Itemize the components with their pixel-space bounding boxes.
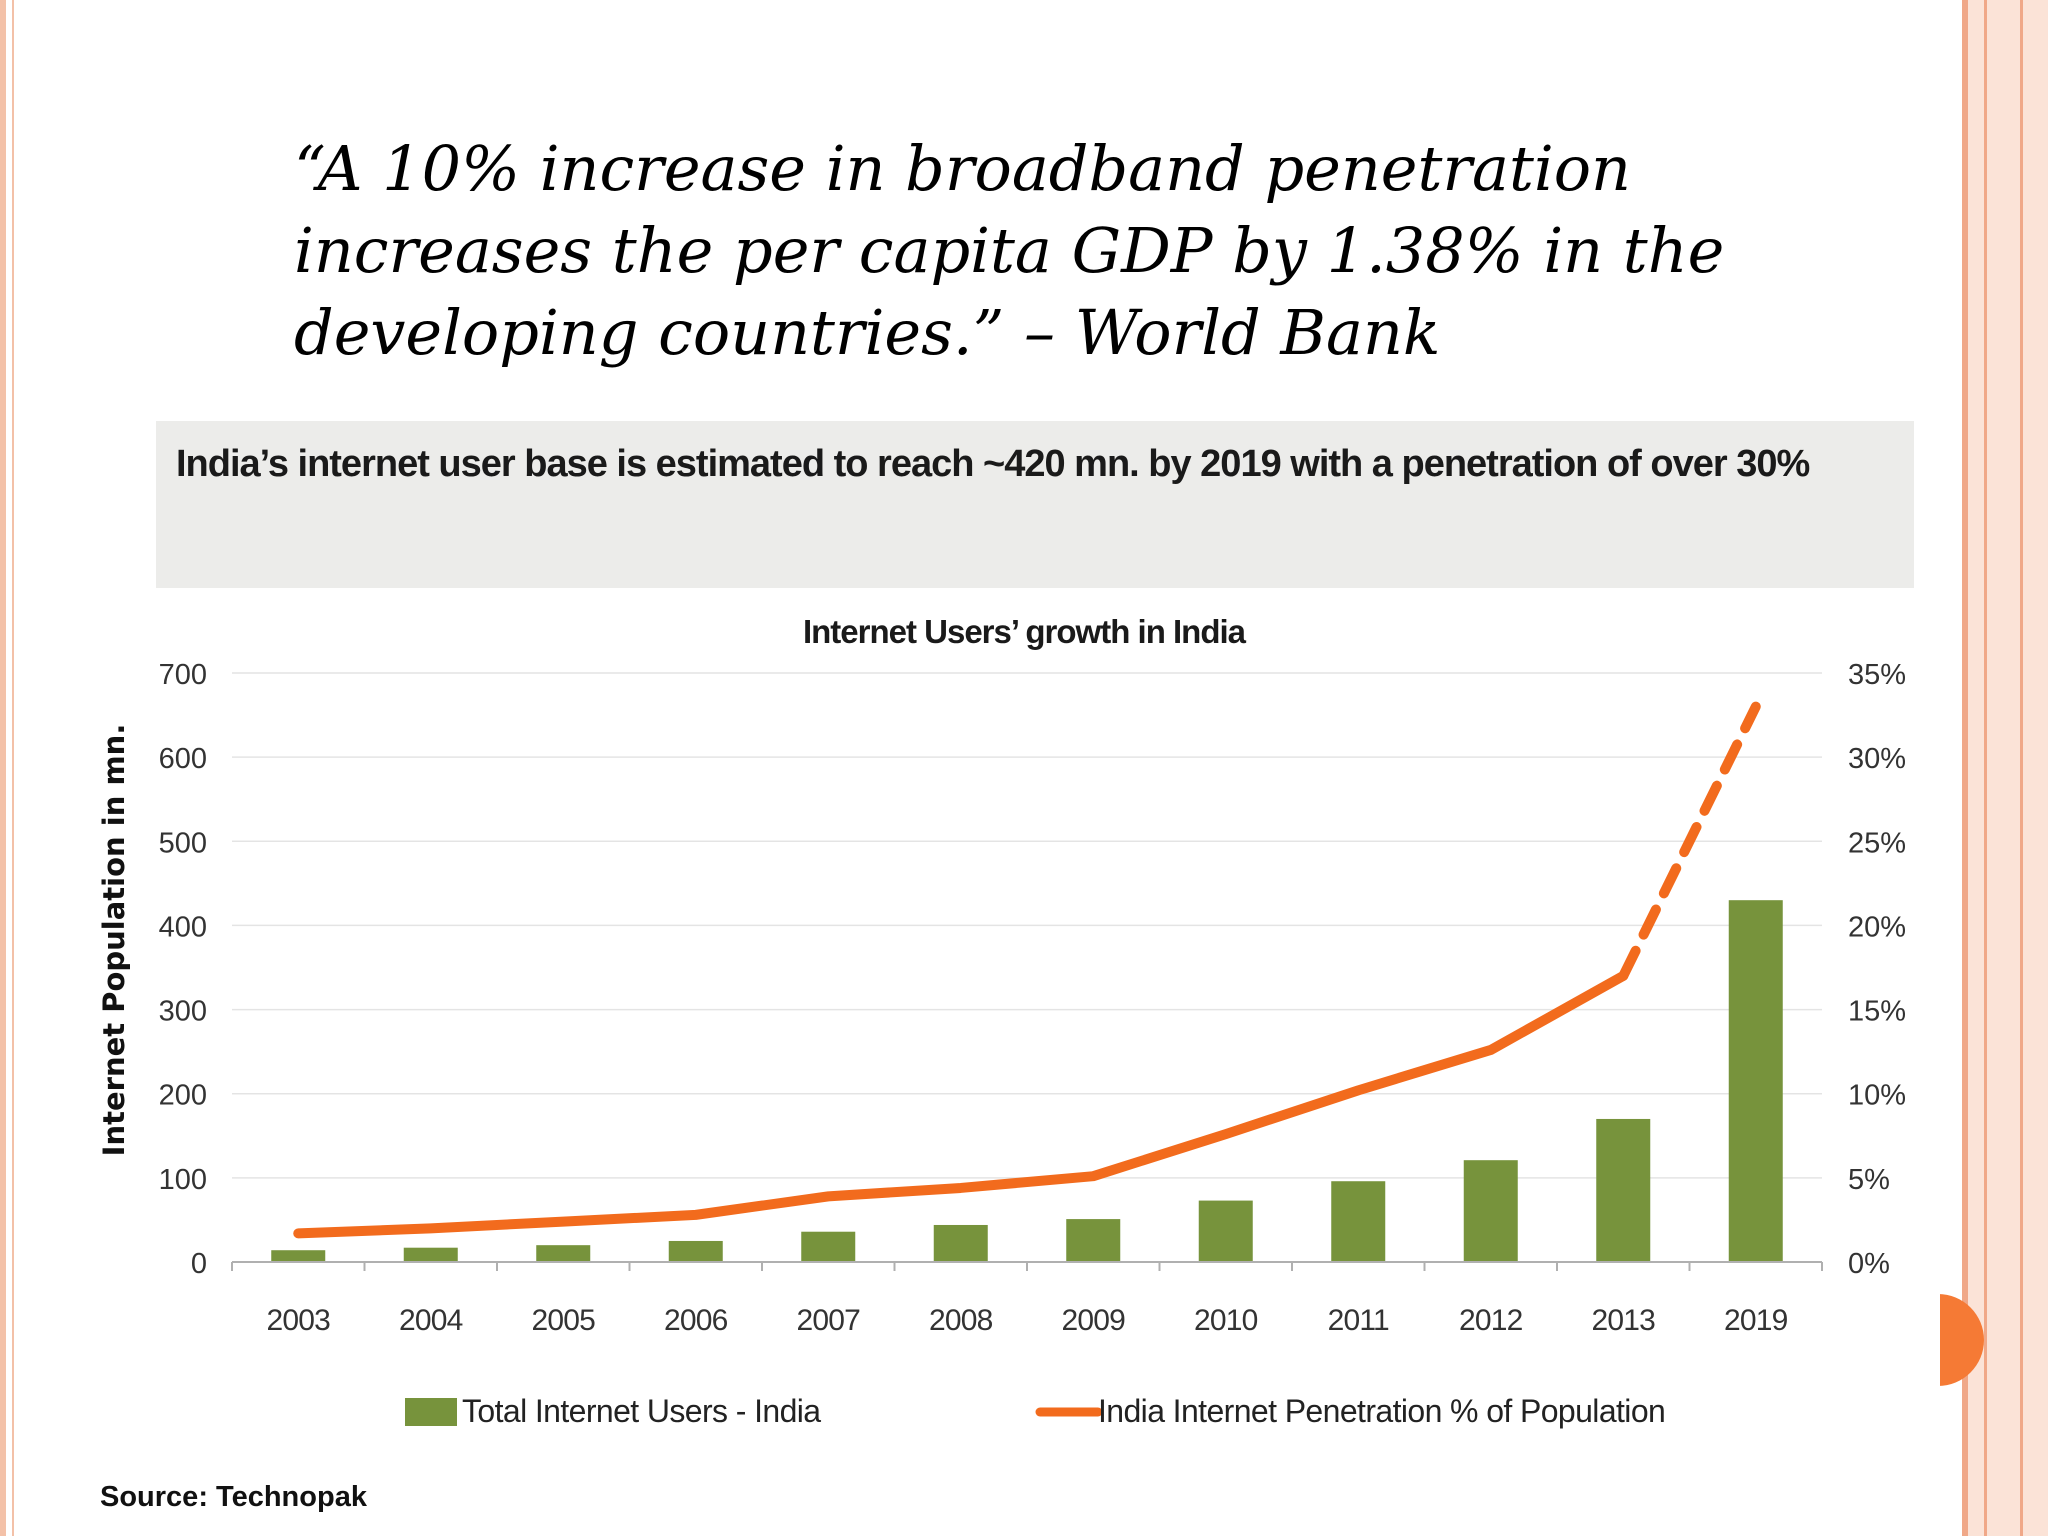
frame-stripe-left (0, 0, 6, 1536)
y2-tick-label: 0% (1848, 1248, 1890, 1280)
headline-banner: India’s internet user base is estimated … (156, 421, 1914, 588)
y-axis-label: Internet Population in mn. (97, 724, 131, 1157)
bar-2011 (1331, 1181, 1386, 1262)
bar-2010 (1198, 1200, 1253, 1262)
bar-2006 (668, 1240, 723, 1262)
source-note: Source: Technopak (100, 1481, 367, 1513)
frame-stripe-right (1962, 0, 1968, 1536)
y-tick-label: 200 (159, 1080, 207, 1112)
y2-tick-label: 35% (1848, 659, 1906, 691)
y-tick-label: 0 (191, 1248, 207, 1280)
legend-swatch-bars (405, 1398, 457, 1426)
y2-tick-label: 10% (1848, 1080, 1906, 1112)
x-tick-label: 2004 (399, 1304, 463, 1337)
bar-2008 (933, 1224, 988, 1262)
bar-2019 (1728, 900, 1783, 1262)
frame-stripe-right-outer (2020, 0, 2023, 1536)
y-tick-label: 500 (159, 827, 207, 859)
bar-2012 (1463, 1160, 1518, 1262)
x-tick-label: 2006 (664, 1304, 728, 1337)
y-tick-label: 700 (159, 659, 207, 691)
x-tick-label: 2013 (1591, 1304, 1655, 1337)
y2-tick-label: 25% (1848, 827, 1906, 859)
quote-line-1: “A 10% increase in broadband penetration (294, 132, 1631, 205)
bar-2004 (403, 1247, 458, 1262)
bar-2013 (1596, 1118, 1651, 1262)
y-tick-label: 300 (159, 996, 207, 1028)
y-tick-label: 400 (159, 911, 207, 943)
headline-text: India’s internet user base is estimated … (176, 443, 1810, 485)
x-tick-label: 2003 (266, 1304, 330, 1337)
y2-tick-label: 5% (1848, 1164, 1890, 1196)
legend-label-bars: Total Internet Users - India (462, 1393, 821, 1429)
x-tick-label: 2012 (1459, 1304, 1523, 1337)
y-tick-label: 100 (159, 1164, 207, 1196)
chart-title: Internet Users’ growth in India (803, 613, 1247, 650)
y2-tick-label: 20% (1848, 911, 1906, 943)
penetration-line-solid (293, 970, 1629, 1239)
x-tick-label: 2008 (929, 1304, 993, 1337)
bar-2005 (536, 1245, 591, 1262)
y2-tick-label: 15% (1848, 996, 1906, 1028)
x-tick-label: 2007 (796, 1304, 860, 1337)
x-tick-label: 2010 (1194, 1304, 1258, 1337)
bar-2003 (271, 1250, 326, 1262)
penetration-line-projection (1618, 701, 1761, 981)
bar-2007 (801, 1231, 856, 1262)
x-tick-label: 2005 (531, 1304, 595, 1337)
y-tick-label: 600 (159, 743, 207, 775)
x-tick-label: 2019 (1724, 1304, 1788, 1337)
frame-stripe-right-thin (1984, 0, 1987, 1536)
quote-line-2: increases the per capita GDP by 1.38% in… (294, 214, 1725, 287)
frame-band-right (1962, 0, 2048, 1536)
frame-stripe-left-thin (12, 0, 14, 1536)
x-tick-label: 2009 (1061, 1304, 1125, 1337)
x-tick-label: 2011 (1328, 1304, 1389, 1337)
bar-2009 (1066, 1219, 1121, 1262)
world-bank-quote: “A 10% increase in broadband penetration… (294, 128, 1725, 374)
legend-label-line: India Internet Penetration % of Populati… (1098, 1393, 1665, 1429)
quote-line-3: developing countries.” – World Bank (294, 296, 1441, 369)
y2-tick-label: 30% (1848, 743, 1906, 775)
